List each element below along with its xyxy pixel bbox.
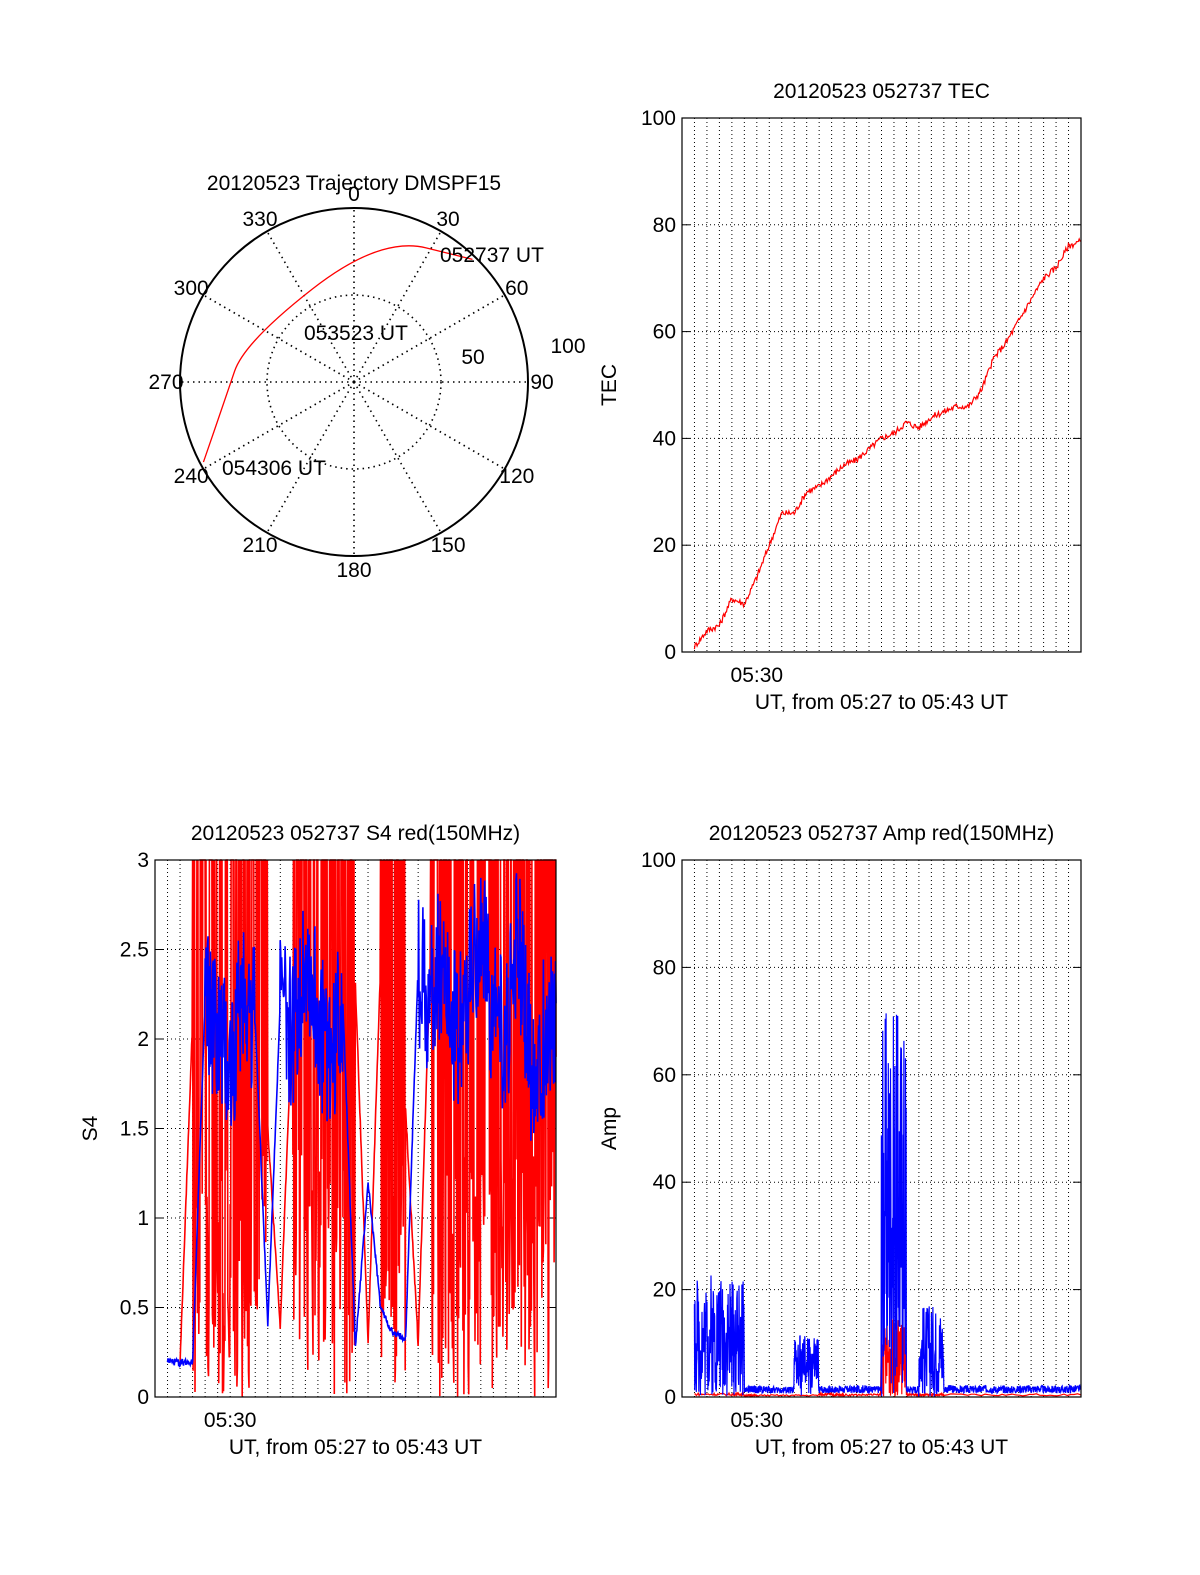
series-1 (166, 873, 557, 1368)
y-tick-label: 20 (653, 534, 676, 557)
y-tick-label: 2 (137, 1028, 149, 1051)
polar-azimuth-label: 60 (505, 277, 528, 300)
y-tick-label: 80 (653, 956, 676, 979)
x-tick-label: 05:30 (731, 1409, 784, 1432)
y-tick-label: 40 (653, 1171, 676, 1194)
polar-radius-label: 50 (461, 346, 484, 369)
y-tick-label: 60 (653, 1064, 676, 1087)
polar-azimuth-label: 240 (174, 465, 209, 488)
trajectory-end-label: 054306 UT (222, 457, 326, 480)
series-line-1 (693, 1013, 1082, 1397)
y-axis-label: TEC (598, 364, 621, 406)
trajectory-line (202, 245, 473, 463)
polar-title: 20120523 Trajectory DMSPF15 (207, 172, 501, 195)
chart-title: 20120523 052737 TEC (773, 80, 990, 103)
series-line-0 (694, 1319, 1082, 1398)
polar-azimuth-label: 150 (430, 534, 465, 557)
y-tick-label: 100 (641, 107, 676, 130)
series-0 (694, 1319, 1082, 1398)
y-tick-label: 1.5 (120, 1118, 149, 1141)
polar-azimuth-label: 330 (242, 208, 277, 231)
x-axis-label: UT, from 05:27 to 05:43 UT (229, 1436, 482, 1459)
chart-panel-2 (154, 859, 557, 1398)
polar-azimuth-label: 30 (436, 208, 459, 231)
polar-spoke (202, 381, 355, 470)
y-tick-label: 20 (653, 1279, 676, 1302)
polar-spoke (353, 381, 506, 470)
trajectory-mid-label: 053523 UT (304, 322, 408, 345)
polar-azimuth-label: 90 (530, 371, 553, 394)
y-tick-label: 60 (653, 321, 676, 344)
series-1 (693, 1013, 1082, 1397)
series-0 (693, 237, 1082, 650)
y-tick-label: 2.5 (120, 939, 149, 962)
x-tick-label: 05:30 (731, 664, 784, 687)
polar-azimuth-label: 270 (148, 371, 183, 394)
plot-frame (681, 859, 1082, 1398)
y-tick-label: 3 (137, 849, 149, 872)
y-tick-label: 40 (653, 427, 676, 450)
y-tick-label: 0 (137, 1386, 149, 1409)
polar-outer-circle (179, 207, 529, 557)
polar-radius-label: 100 (550, 335, 585, 358)
y-axis-label: S4 (79, 1115, 102, 1141)
chart-title: 20120523 052737 S4 red(150MHz) (191, 822, 520, 845)
chart-panel-3 (681, 859, 1082, 1398)
polar-spoke (353, 294, 506, 383)
y-tick-label: 0 (664, 641, 676, 664)
series-line-0 (693, 237, 1082, 650)
trajectory-start-label: 052737 UT (440, 244, 544, 267)
polar-azimuth-label: 120 (499, 465, 534, 488)
polar-spoke (202, 294, 355, 383)
polar-spoke (266, 230, 355, 383)
y-tick-label: 80 (653, 214, 676, 237)
polar-grid-circle (266, 294, 442, 470)
polar-azimuth-label: 210 (242, 534, 277, 557)
x-axis-label: UT, from 05:27 to 05:43 UT (755, 1436, 1008, 1459)
polar-plot (179, 207, 529, 557)
chart-panel-1 (681, 117, 1082, 653)
polar-spoke (353, 381, 442, 534)
y-tick-label: 1 (137, 1207, 149, 1230)
plot-frame (154, 859, 557, 1398)
y-tick-label: 0.5 (120, 1297, 149, 1320)
polar-spoke (353, 230, 442, 383)
y-tick-label: 0 (664, 1386, 676, 1409)
x-axis-label: UT, from 05:27 to 05:43 UT (755, 691, 1008, 714)
series-line-1 (166, 873, 557, 1368)
polar-azimuth-label: 0 (348, 183, 360, 206)
polar-spoke (266, 381, 355, 534)
chart-title: 20120523 052737 Amp red(150MHz) (709, 822, 1055, 845)
polar-azimuth-label: 300 (174, 277, 209, 300)
polar-azimuth-label: 180 (336, 559, 371, 582)
x-tick-label: 05:30 (204, 1409, 257, 1432)
y-tick-label: 100 (641, 849, 676, 872)
plot-frame (681, 117, 1082, 653)
y-axis-label: Amp (598, 1107, 621, 1150)
